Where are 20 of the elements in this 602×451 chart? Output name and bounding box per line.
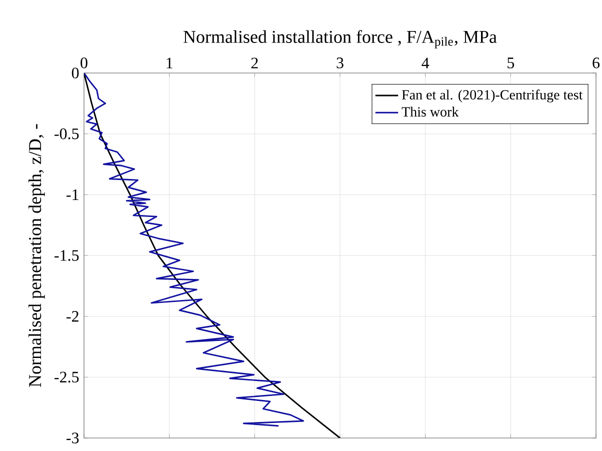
y-tick-label: -0.5 <box>54 128 79 140</box>
x-tick-label: 4 <box>422 58 430 68</box>
x-tick-label: 3 <box>336 58 344 68</box>
x-tick-label: 0 <box>80 57 88 68</box>
y-tick-label: -1.5 <box>54 250 79 261</box>
y-tick-label: -1 <box>66 189 78 200</box>
line-series <box>84 73 304 427</box>
x-axis-title: Normalised installation force , F/A$_{pile}$, MPa <box>184 30 497 48</box>
x-tick-label: 6 <box>592 58 600 68</box>
line-series <box>84 73 341 438</box>
legend-label: This work <box>402 106 459 117</box>
legend-label: Fan et al. (2021)-Centrifuge test <box>402 90 583 102</box>
x-tick-label: 1 <box>166 58 172 68</box>
y-axis-title: Normalised penetration depth, z/D, - <box>28 124 45 387</box>
y-tick-label: -3 <box>66 432 79 444</box>
y-tick-label: -2.5 <box>54 372 79 383</box>
y-tick-label: -2 <box>66 311 78 322</box>
y-tick-label: 0 <box>72 68 79 78</box>
x-tick-label: 2 <box>251 58 258 68</box>
x-tick-label: 5 <box>508 58 514 68</box>
